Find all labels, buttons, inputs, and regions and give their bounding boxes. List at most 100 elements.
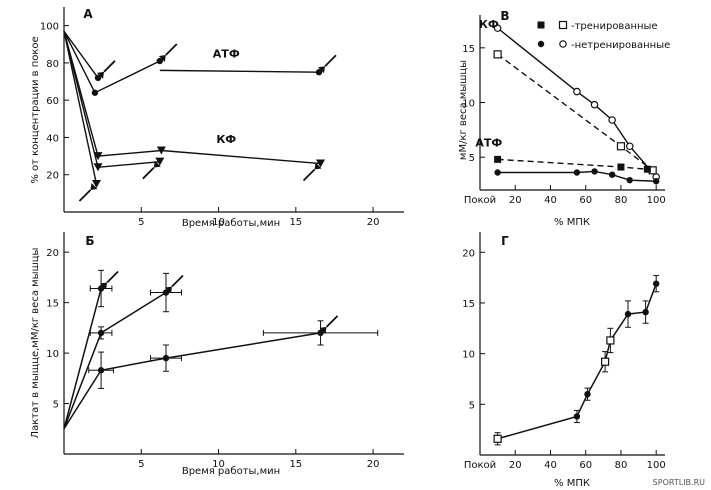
arrow-indicator	[165, 43, 178, 56]
data-point	[590, 100, 599, 109]
arrow-head	[97, 71, 104, 79]
x-tick-label: Покой	[464, 460, 496, 471]
data-point	[600, 357, 610, 366]
x-tick-label: Покой	[464, 195, 496, 206]
data-point	[91, 89, 99, 96]
data-point	[606, 336, 615, 345]
panel-letter: А	[83, 7, 93, 21]
y-axis-title: Лактат в мыщце,мМ/кг веса мышцы	[30, 248, 41, 439]
series-line	[497, 170, 657, 182]
data-point	[493, 434, 502, 443]
x-axis-title: % МПК	[554, 217, 590, 228]
x-tick-label: 15	[289, 217, 302, 228]
series-line	[63, 332, 321, 430]
data-point	[537, 21, 545, 29]
panel-letter: В	[500, 9, 509, 23]
data-point	[616, 142, 626, 151]
y-tick-label: 100	[40, 22, 59, 33]
data-point	[493, 24, 502, 32]
arrow-indicator	[78, 189, 92, 202]
y-tick-label: 5	[469, 153, 475, 164]
data-point	[97, 285, 105, 292]
series-line	[63, 288, 102, 429]
x-tick-label: 100	[647, 460, 666, 471]
panel-letter: Г	[501, 234, 509, 248]
arrow-head	[314, 162, 322, 170]
panel-b: Покой 20 40 60 80 100 5 10 15 В % МПК мМ/кг веса мы…	[458, 9, 670, 228]
annotation-label: КФ	[479, 18, 499, 31]
x-tick-label: 20	[367, 217, 380, 228]
series-line	[63, 31, 98, 185]
y-axis-title: % от концентрации в покое	[30, 36, 41, 183]
data-point	[91, 180, 101, 189]
data-point	[608, 116, 616, 124]
series-line	[497, 158, 648, 170]
x-tick-label: 10	[212, 217, 225, 228]
panel-c: 5 10 15 20 5 10 15 20 Б Время работы,мин Лактат в …	[30, 232, 404, 477]
x-axis-title: % МПК	[554, 478, 590, 489]
arrow-indicator	[142, 167, 155, 180]
annotation-label: КФ	[216, 133, 236, 146]
data-point	[316, 159, 326, 168]
arrow-head	[153, 160, 161, 168]
panel-d: Покой 20 40 60 80 100 5 10 15 20 Г % МПК	[462, 232, 666, 489]
data-point	[625, 142, 634, 151]
data-point	[494, 169, 501, 176]
data-point	[97, 329, 105, 337]
data-point	[156, 146, 166, 155]
series-line	[63, 30, 99, 79]
y-tick-label: 5	[53, 400, 59, 411]
x-axis-title: Время работы,мин	[182, 218, 280, 229]
data-point	[591, 168, 598, 175]
data-point	[93, 163, 103, 172]
arrow-head	[318, 66, 325, 74]
arrow-head	[319, 326, 327, 334]
y-tick-label: 20	[46, 171, 59, 182]
data-point	[559, 40, 567, 48]
arrow-indicator	[103, 60, 116, 73]
data-point	[156, 57, 164, 65]
arrow-head	[165, 286, 172, 294]
x-tick-label: 40	[544, 195, 557, 206]
data-point	[317, 329, 324, 337]
data-point	[584, 390, 591, 398]
arrow-indicator	[302, 168, 316, 182]
y-tick-label: 15	[462, 44, 475, 55]
arrow-indicator	[324, 54, 337, 67]
series-line	[63, 31, 321, 165]
x-tick-label: 80	[615, 460, 628, 471]
data-point	[94, 74, 102, 82]
x-tick-label: 10	[212, 459, 225, 470]
data-point	[97, 367, 105, 374]
arrow-head	[158, 55, 166, 63]
arrow-indicator	[325, 315, 339, 328]
data-point	[573, 87, 581, 96]
x-tick-label: 40	[544, 460, 557, 471]
arrow-indicator	[171, 274, 184, 288]
data-point	[652, 280, 660, 287]
x-tick-label: 60	[579, 460, 592, 471]
source-watermark: SPORTLIB.RU	[652, 478, 705, 487]
x-tick-label: 100	[647, 195, 666, 206]
x-tick-label: 60	[579, 195, 592, 206]
series-line	[497, 53, 654, 171]
x-tick-label: 5	[138, 459, 144, 470]
data-point	[315, 69, 323, 76]
x-tick-label: 20	[509, 460, 522, 471]
data-point	[643, 165, 651, 173]
data-point	[642, 308, 649, 316]
annotation-label: АТФ	[475, 136, 502, 149]
y-axis-title: мМ/кг веса мышцы	[458, 60, 469, 160]
series-line	[159, 69, 320, 73]
x-tick-label: 20	[509, 195, 522, 206]
y-tick-label: 10	[462, 99, 475, 110]
data-point	[537, 40, 545, 48]
x-tick-label: 15	[289, 459, 302, 470]
legend-label: -нетренированные	[571, 40, 670, 51]
y-tick-label: 10	[462, 350, 475, 361]
x-tick-label: 20	[367, 459, 380, 470]
y-tick-label: 80	[46, 59, 59, 70]
x-axis-title: Время работы,мин	[182, 466, 280, 477]
y-tick-label: 40	[46, 133, 59, 144]
